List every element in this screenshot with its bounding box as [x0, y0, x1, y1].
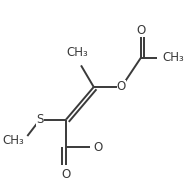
Text: O: O — [61, 168, 71, 181]
Text: S: S — [36, 113, 44, 126]
Text: CH₃: CH₃ — [162, 51, 184, 64]
Text: CH₃: CH₃ — [67, 46, 88, 59]
Text: CH₃: CH₃ — [2, 134, 24, 147]
Text: O: O — [117, 81, 126, 94]
Text: O: O — [94, 141, 103, 154]
Text: O: O — [136, 23, 145, 36]
